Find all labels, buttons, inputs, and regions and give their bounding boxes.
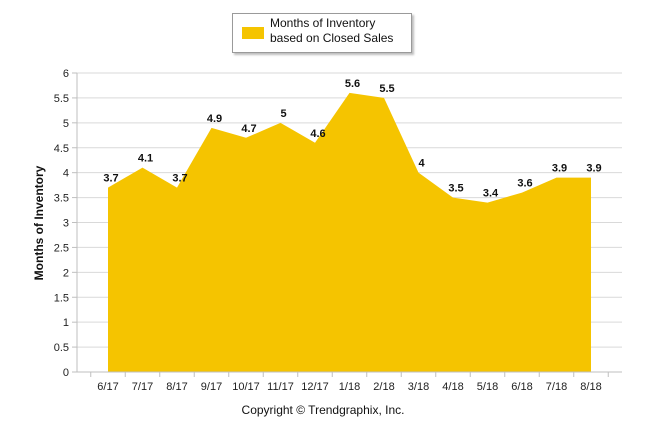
y-tick-label: 2 (63, 267, 69, 279)
y-tick-labels: 0 0.5 1 1.5 2 2.5 3 3.5 4 4.5 5 5.5 6 (54, 68, 69, 379)
axes (72, 72, 622, 377)
data-label: 3.7 (172, 173, 187, 185)
y-tick-label: 3.5 (54, 193, 69, 205)
area-fill (108, 92, 591, 372)
x-tick-label: 8/17 (166, 381, 187, 393)
x-tick-label: 7/18 (546, 381, 567, 393)
x-tick-label: 5/18 (477, 381, 498, 393)
area-series (108, 92, 591, 372)
x-tick-label: 2/18 (373, 381, 394, 393)
y-axis-label: Months of Inventory (32, 165, 46, 280)
y-tick-label: 0.5 (54, 342, 69, 354)
x-tick-label: 6/17 (97, 381, 118, 393)
y-tick-label: 5 (63, 118, 69, 130)
data-label: 5.5 (379, 83, 394, 95)
data-label: 4.6 (310, 128, 325, 140)
data-label: 3.7 (103, 173, 118, 185)
x-tick-label: 8/18 (580, 381, 601, 393)
y-tick-label: 1 (63, 317, 69, 329)
data-label: 3.9 (586, 163, 601, 175)
legend-label: Months of Inventory based on Closed Sale… (270, 16, 394, 45)
data-label: 3.4 (483, 188, 499, 200)
y-tick-label: 4 (63, 168, 69, 180)
y-tick-label: 6 (63, 68, 69, 80)
x-tick-label: 3/18 (408, 381, 429, 393)
data-label: 3.9 (552, 163, 567, 175)
x-tick-label: 10/17 (232, 381, 260, 393)
data-label: 5 (280, 108, 286, 120)
y-tick-label: 5.5 (54, 93, 69, 105)
copyright-text: Copyright © Trendgraphix, Inc. (241, 403, 405, 417)
x-tick-label: 12/17 (301, 381, 329, 393)
data-label: 5.6 (345, 78, 360, 90)
data-label: 3.6 (517, 178, 532, 190)
data-label: 3.5 (448, 183, 463, 195)
y-tick-label: 2.5 (54, 242, 69, 254)
x-tick-label: 4/18 (442, 381, 463, 393)
y-tick-label: 4.5 (54, 143, 69, 155)
legend-swatch (242, 27, 264, 39)
data-label: 4 (418, 158, 425, 170)
y-tick-label: 1.5 (54, 292, 69, 304)
data-label: 4.1 (138, 153, 153, 165)
data-label: 4.9 (207, 113, 222, 125)
x-tick-label: 1/18 (339, 381, 360, 393)
legend: Months of Inventory based on Closed Sale… (232, 13, 412, 53)
x-tick-label: 7/17 (132, 381, 153, 393)
data-labels: 3.7 4.1 3.7 4.9 4.7 5 4.6 5.6 5.5 4 3.5 3.4 3.6 3.9 3.… (103, 78, 601, 200)
data-label: 4.7 (241, 123, 256, 135)
x-tick-label: 9/17 (201, 381, 222, 393)
x-tick-labels: 6/17 7/17 8/17 9/17 10/17 11/17 12/17 1/18 2/18 3… (97, 381, 601, 393)
y-tick-label: 0 (63, 367, 69, 379)
x-tick-label: 6/18 (511, 381, 532, 393)
x-tick-label: 11/17 (267, 381, 294, 393)
y-tick-label: 3 (63, 218, 69, 230)
